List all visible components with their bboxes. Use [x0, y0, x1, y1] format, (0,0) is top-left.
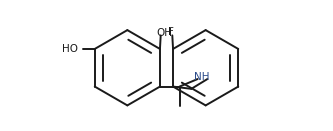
Text: OH: OH — [157, 28, 172, 38]
Text: NH: NH — [194, 72, 209, 82]
Text: F: F — [168, 27, 174, 37]
Text: HO: HO — [63, 44, 79, 54]
